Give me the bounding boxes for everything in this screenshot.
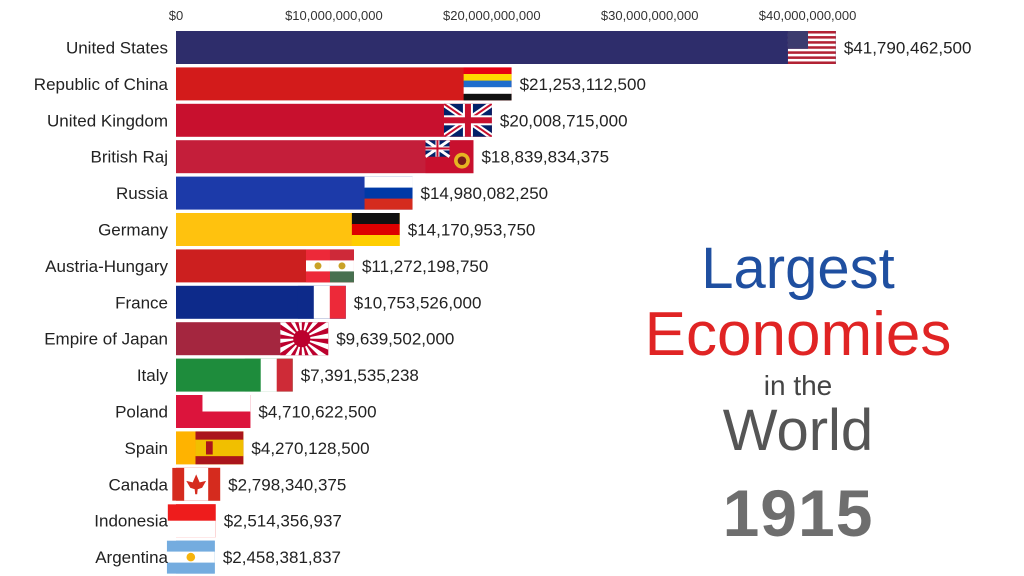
category-label: Austria-Hungary xyxy=(45,257,168,276)
value-label: $11,272,198,750 xyxy=(362,257,488,276)
bars-group: United States $41,790,462,500 Republic of … xyxy=(34,31,972,574)
x-tick-label: $10,000,000,000 xyxy=(285,8,383,23)
flag-russia-icon xyxy=(364,176,413,210)
value-label: $14,170,953,750 xyxy=(408,221,536,240)
chart-title: Largest Economies in the World 1915 xyxy=(592,236,1004,550)
bar-row: Russia $14,980,082,250 xyxy=(116,176,549,210)
x-tick-label: $40,000,000,000 xyxy=(759,8,857,23)
bar xyxy=(176,67,512,101)
value-label: $4,270,128,500 xyxy=(251,439,369,458)
bar xyxy=(176,140,474,174)
flag-indonesia-icon xyxy=(167,504,216,538)
flag-uk-icon xyxy=(443,103,492,137)
title-line-economies: Economies xyxy=(644,300,952,369)
value-label: $2,514,356,937 xyxy=(224,512,342,531)
category-label: Indonesia xyxy=(94,512,168,531)
category-label: Canada xyxy=(108,475,168,494)
value-label: $7,391,535,238 xyxy=(301,366,419,385)
flag-germany-icon xyxy=(351,213,400,246)
bar-row: United Kingdom $20,008,715,000 xyxy=(47,103,628,137)
category-label: Italy xyxy=(137,366,169,385)
category-label: Poland xyxy=(115,403,168,422)
bar-row: Indonesia $2,514,356,937 xyxy=(94,504,342,538)
flag-argentina-icon xyxy=(166,540,215,574)
value-label: $2,458,381,837 xyxy=(223,548,341,567)
category-label: Spain xyxy=(125,439,168,458)
category-label: United States xyxy=(66,39,168,58)
category-label: Argentina xyxy=(95,548,168,567)
x-tick-label: $20,000,000,000 xyxy=(443,8,541,23)
bar-row: Canada $2,798,340,375 xyxy=(108,467,346,501)
title-line-in-the: in the xyxy=(763,370,833,401)
flag-usa-icon xyxy=(787,31,836,64)
flag-british-raj-icon xyxy=(425,140,474,174)
value-label: $4,710,622,500 xyxy=(258,403,376,422)
value-label: $10,753,526,000 xyxy=(354,293,482,312)
bar xyxy=(176,31,836,64)
bar xyxy=(176,103,492,137)
bar-row: Poland $4,710,622,500 xyxy=(115,395,377,428)
flag-italy-icon xyxy=(244,358,293,392)
year-label: 1915 xyxy=(722,476,874,550)
title-line-world: World xyxy=(722,398,874,463)
value-label: $2,798,340,375 xyxy=(228,475,346,494)
flag-austria-hungary-icon xyxy=(305,249,354,283)
category-label: Russia xyxy=(116,184,169,203)
flag-france-icon xyxy=(297,285,346,319)
bar-row: Spain $4,270,128,500 xyxy=(125,431,370,465)
bar-row: British Raj $18,839,834,375 xyxy=(91,140,609,174)
flag-japan-icon xyxy=(280,322,329,356)
x-tick-label: $0 xyxy=(169,8,183,23)
bar-row: France $10,753,526,000 xyxy=(115,285,482,319)
category-label: United Kingdom xyxy=(47,111,168,130)
value-label: $41,790,462,500 xyxy=(844,39,972,58)
bar-row: Republic of China $21,253,112,500 xyxy=(34,67,646,101)
category-label: Germany xyxy=(98,221,168,240)
x-tick-label: $30,000,000,000 xyxy=(601,8,699,23)
flag-canada-icon xyxy=(172,467,221,501)
bar-row: Austria-Hungary $11,272,198,750 xyxy=(45,249,488,283)
bar-row: United States $41,790,462,500 xyxy=(66,31,972,64)
value-label: $21,253,112,500 xyxy=(520,75,646,94)
flag-spain-icon xyxy=(195,431,244,465)
value-label: $9,639,502,000 xyxy=(336,330,454,349)
category-label: Republic of China xyxy=(34,75,169,94)
value-label: $20,008,715,000 xyxy=(500,111,628,130)
flag-poland-icon xyxy=(202,395,251,428)
bar-row: Italy $7,391,535,238 xyxy=(137,358,419,392)
bar-row: Empire of Japan $9,639,502,000 xyxy=(44,322,454,356)
x-axis-ticks: $0 $10,000,000,000 $20,000,000,000 $30,000,… xyxy=(169,8,857,23)
bar-row: Argentina $2,458,381,837 xyxy=(95,540,341,574)
category-label: Empire of Japan xyxy=(44,330,168,349)
bar-row: Germany $14,170,953,750 xyxy=(98,213,536,246)
category-label: British Raj xyxy=(91,148,168,167)
value-label: $14,980,082,250 xyxy=(421,184,549,203)
flag-roc-icon xyxy=(463,67,512,101)
title-line-largest: Largest xyxy=(701,236,895,301)
value-label: $18,839,834,375 xyxy=(481,148,609,167)
category-label: France xyxy=(115,293,168,312)
